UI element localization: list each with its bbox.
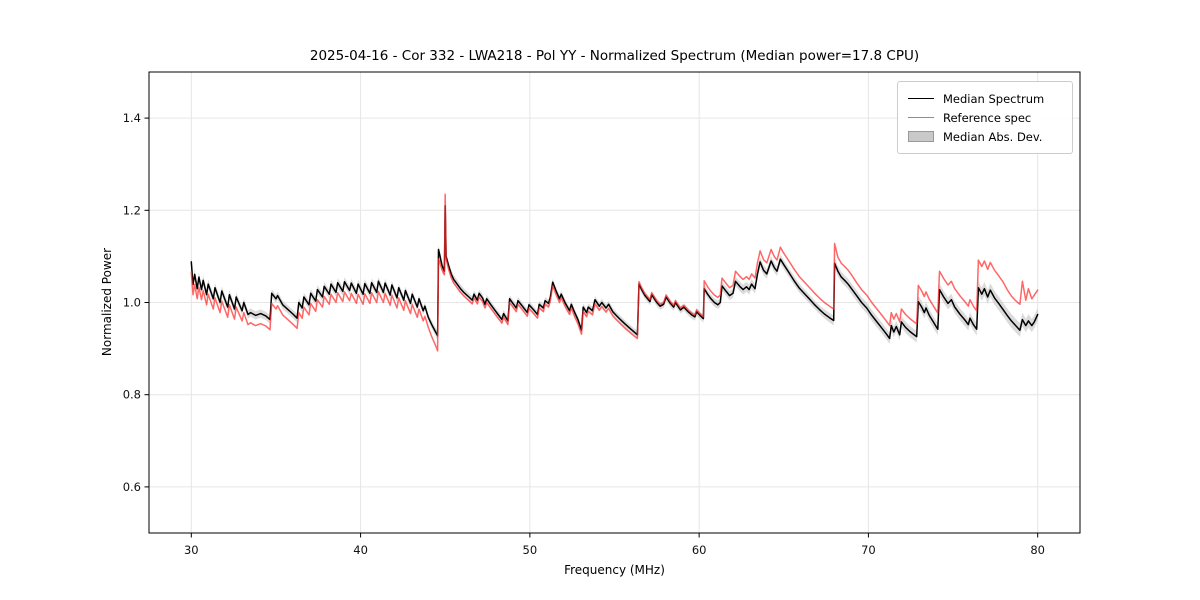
x-tick-label: 50 [523, 543, 538, 557]
median-abs-dev-band [191, 201, 1038, 344]
median-spectrum-line-swatch [908, 98, 934, 99]
x-tick-label: 80 [1030, 543, 1045, 557]
y-tick-label: 0.6 [123, 480, 141, 494]
median-spectrum-line [190, 204, 1039, 340]
legend-item-median-abs-dev: Median Abs. Dev. [908, 127, 1062, 146]
reference-spec-line-swatch [908, 117, 934, 118]
x-tick-label: 70 [861, 543, 876, 557]
y-tick-label: 0.8 [123, 388, 141, 402]
median-abs-dev-patch-swatch [908, 131, 934, 142]
x-axis-label: Frequency (MHz) [564, 563, 665, 577]
legend-label: Reference spec [943, 110, 1032, 125]
y-tick-label: 1.2 [123, 203, 141, 217]
legend-item-reference-spec: Reference spec [908, 108, 1062, 127]
y-tick-label: 1.4 [123, 111, 141, 125]
reference-spec-line [190, 193, 1039, 352]
legend-item-median-spectrum: Median Spectrum [908, 89, 1062, 108]
legend: Median Spectrum Reference spec Median Ab… [897, 81, 1073, 154]
legend-label: Median Spectrum [943, 91, 1045, 106]
y-axis-label: Normalized Power [100, 247, 114, 357]
x-tick-label: 60 [692, 543, 707, 557]
plot-title: 2025-04-16 - Cor 332 - LWA218 - Pol YY -… [309, 48, 920, 64]
x-tick-label: 40 [353, 543, 368, 557]
x-tick-label: 30 [184, 543, 199, 557]
y-tick-label: 1.0 [123, 296, 141, 310]
legend-label: Median Abs. Dev. [943, 129, 1043, 144]
